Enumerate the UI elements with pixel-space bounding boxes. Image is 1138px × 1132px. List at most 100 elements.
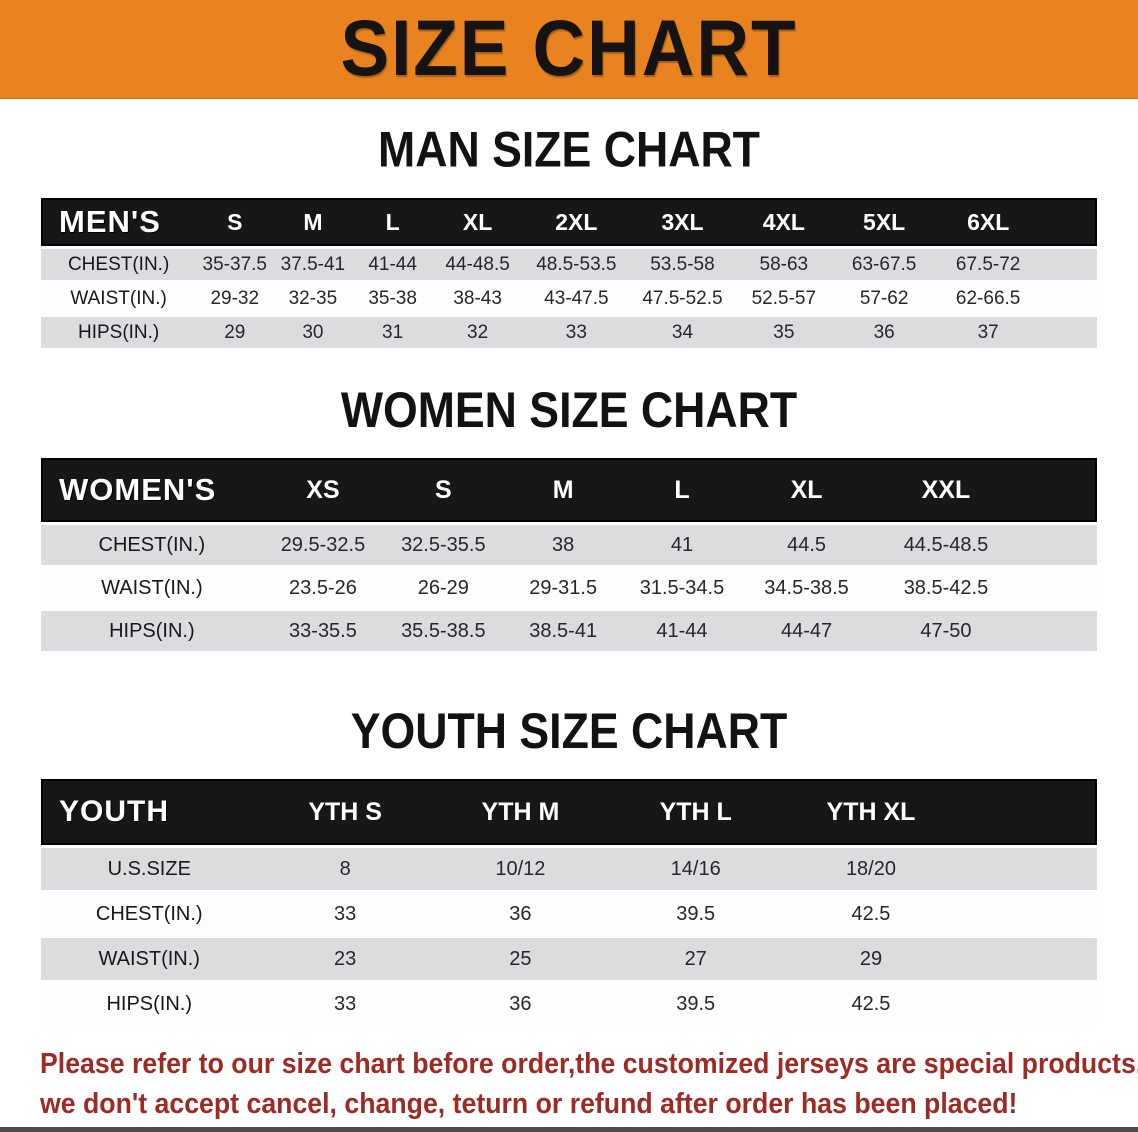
table-cell: 27 <box>608 938 784 980</box>
table-cell: 26-29 <box>383 568 504 608</box>
table-cell: 33 <box>522 317 631 348</box>
table-cell: 32-35 <box>273 283 353 314</box>
table-cell: 10/12 <box>432 848 609 890</box>
header-spacer <box>958 779 1097 845</box>
table-cell: 32.5-35.5 <box>383 525 504 565</box>
column-header: XS <box>262 458 384 522</box>
banner-title: SIZE CHART <box>340 4 798 93</box>
table-cell: 38.5-41 <box>503 611 623 651</box>
table-cell: 41-44 <box>622 611 742 651</box>
table-cell: 33 <box>257 893 433 935</box>
table-cell: 29-31.5 <box>503 568 623 608</box>
row-label: HIPS(IN.) <box>41 317 197 348</box>
table-row: HIPS(IN.) 29 30 31 32 33 34 35 36 37 <box>41 317 1097 348</box>
size-chart-banner: SIZE CHART <box>0 0 1138 99</box>
table-cell: 31 <box>352 317 433 348</box>
table-cell: 25 <box>432 938 609 980</box>
table-row: CHEST(IN.) 35-37.5 37.5-41 41-44 44-48.5 48.5… <box>41 249 1097 280</box>
womens-size-table: WOMEN'S XS S M L XL XXL CHEST(IN.) 29.5-32.5 32.… <box>41 455 1097 654</box>
column-header: 5XL <box>832 198 936 246</box>
row-spacer <box>958 938 1097 980</box>
table-cell: 33 <box>257 983 433 1025</box>
table-cell: 39.5 <box>608 983 784 1025</box>
column-header: S <box>383 458 504 522</box>
table-cell: 58-63 <box>734 249 833 280</box>
column-header: YTH XL <box>783 779 959 845</box>
row-spacer <box>1040 317 1097 348</box>
table-row: HIPS(IN.) 33-35.5 35.5-38.5 38.5-41 41-44 44-… <box>41 611 1097 651</box>
column-header: 6XL <box>935 198 1041 246</box>
table-cell: 36 <box>432 893 609 935</box>
table-cell: 18/20 <box>783 848 959 890</box>
column-header: L <box>622 458 742 522</box>
table-cell: 43-47.5 <box>522 283 631 314</box>
table-cell: 34.5-38.5 <box>741 568 873 608</box>
table-cell: 29-32 <box>196 283 274 314</box>
column-header: YTH L <box>608 779 784 845</box>
row-spacer <box>1019 568 1097 608</box>
row-spacer <box>958 893 1097 935</box>
youth-size-section: YOUTH SIZE CHART YOUTH YTH S YTH M YTH L YTH… <box>0 703 1138 1028</box>
table-cell: 29.5-32.5 <box>262 525 384 565</box>
table-cell: 42.5 <box>783 893 959 935</box>
table-cell: 34 <box>630 317 735 348</box>
table-cell: 44-48.5 <box>432 249 523 280</box>
disclaimer-line-2: we don't accept cancel, change, teturn o… <box>40 1088 1018 1120</box>
table-cell: 30 <box>273 317 353 348</box>
row-label: HIPS(IN.) <box>41 983 258 1025</box>
column-header: S <box>196 198 274 246</box>
table-row: WAIST(IN.) 23.5-26 26-29 29-31.5 31.5-34.5 34… <box>41 568 1097 608</box>
row-spacer <box>1019 525 1097 565</box>
table-cell: 38.5-42.5 <box>872 568 1020 608</box>
row-spacer <box>958 983 1097 1025</box>
table-corner-label: YOUTH <box>41 779 258 845</box>
row-spacer <box>958 848 1097 890</box>
row-label: U.S.SIZE <box>41 848 258 890</box>
row-label: HIPS(IN.) <box>41 611 263 651</box>
table-cell: 35.5-38.5 <box>383 611 504 651</box>
table-cell: 47-50 <box>872 611 1020 651</box>
bottom-edge-strip <box>0 1127 1138 1132</box>
table-cell: 39.5 <box>608 893 784 935</box>
table-cell: 67.5-72 <box>935 249 1041 280</box>
table-cell: 37 <box>935 317 1041 348</box>
table-cell: 41-44 <box>352 249 433 280</box>
table-cell: 36 <box>832 317 936 348</box>
youth-header-row: YOUTH YTH S YTH M YTH L YTH XL <box>41 779 1097 845</box>
row-spacer <box>1019 611 1097 651</box>
women-section-heading: WOMEN SIZE CHART <box>340 382 798 439</box>
table-row: CHEST(IN.) 29.5-32.5 32.5-35.5 38 41 44.5 44.5… <box>41 525 1097 565</box>
table-cell: 48.5-53.5 <box>522 249 631 280</box>
table-cell: 36 <box>432 983 609 1025</box>
table-cell: 63-67.5 <box>832 249 936 280</box>
table-cell: 35-37.5 <box>196 249 274 280</box>
table-cell: 23 <box>257 938 433 980</box>
table-cell: 52.5-57 <box>734 283 833 314</box>
column-header: 4XL <box>734 198 833 246</box>
row-label: CHEST(IN.) <box>41 525 263 565</box>
column-header: L <box>352 198 433 246</box>
table-cell: 31.5-34.5 <box>622 568 742 608</box>
header-spacer <box>1040 198 1097 246</box>
table-cell: 35-38 <box>352 283 433 314</box>
table-row: U.S.SIZE 8 10/12 14/16 18/20 <box>41 848 1097 890</box>
table-cell: 33-35.5 <box>262 611 384 651</box>
mens-header-row: MEN'S S M L XL 2XL 3XL 4XL 5XL 6XL <box>41 198 1097 246</box>
row-label: WAIST(IN.) <box>41 938 258 980</box>
row-label: CHEST(IN.) <box>41 249 197 280</box>
table-cell: 47.5-52.5 <box>630 283 735 314</box>
table-cell: 62-66.5 <box>935 283 1041 314</box>
column-header: XL <box>741 458 873 522</box>
table-cell: 35 <box>734 317 833 348</box>
table-cell: 38 <box>503 525 623 565</box>
row-label: WAIST(IN.) <box>41 568 263 608</box>
disclaimer: Please refer to our size chart before or… <box>40 1044 1138 1124</box>
man-section-heading: MAN SIZE CHART <box>378 122 760 179</box>
column-header: XXL <box>872 458 1020 522</box>
table-cell: 14/16 <box>608 848 784 890</box>
youth-size-table: YOUTH YTH S YTH M YTH L YTH XL U.S.SIZE 8 10/1… <box>41 776 1097 1028</box>
table-row: HIPS(IN.) 33 36 39.5 42.5 <box>41 983 1097 1025</box>
column-header: 2XL <box>522 198 631 246</box>
table-cell: 44.5 <box>741 525 873 565</box>
youth-section-heading: YOUTH SIZE CHART <box>350 703 788 760</box>
